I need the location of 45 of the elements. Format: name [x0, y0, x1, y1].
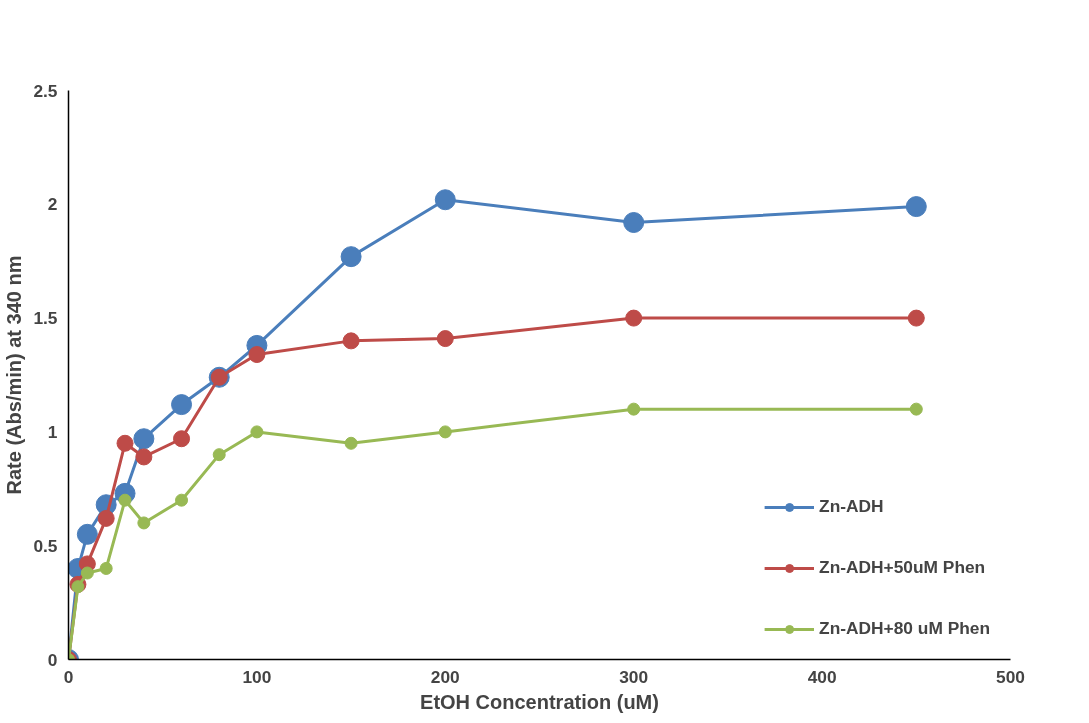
point [137, 516, 151, 530]
point [80, 566, 94, 580]
point [627, 402, 641, 416]
point [342, 332, 360, 350]
point [175, 493, 189, 507]
point [436, 330, 454, 348]
point [97, 509, 115, 527]
legend-label: Zn-ADH+50uM Phen [819, 557, 986, 578]
x-tick-label: 500 [996, 666, 1025, 687]
point [135, 448, 153, 466]
y-tick-label: 0.5 [33, 535, 58, 556]
point [907, 309, 925, 327]
point [76, 523, 98, 545]
x-tick-label: 200 [430, 666, 460, 687]
y-tick-label: 0 [47, 649, 58, 670]
legend-label: Zn-ADH [819, 496, 884, 517]
y-tick-label: 1 [47, 421, 58, 442]
x-axis-title: EtOH Concentration (uM) [420, 690, 659, 713]
point [344, 436, 358, 450]
point [173, 430, 191, 448]
point [250, 425, 264, 439]
x-tick-label: 300 [619, 666, 649, 687]
point [99, 561, 113, 575]
point [905, 196, 927, 218]
x-tick-label: 400 [807, 666, 837, 687]
point [212, 448, 226, 462]
point [623, 212, 645, 233]
point [909, 402, 923, 416]
y-tick-label: 2 [47, 194, 58, 215]
point [71, 580, 85, 594]
point [438, 425, 452, 439]
point [133, 428, 155, 450]
x-tick-label: 100 [242, 666, 272, 687]
point [625, 309, 643, 327]
point [171, 394, 193, 416]
point [116, 434, 134, 452]
legend-label: Zn-ADH+80 uM Phen [819, 618, 990, 639]
point [248, 346, 266, 363]
x-tick-label: 0 [63, 666, 74, 687]
point [118, 493, 132, 507]
point [434, 189, 456, 211]
y-tick-label: 2.5 [33, 80, 58, 101]
y-tick-label: 1.5 [33, 308, 58, 329]
y-axis-title: Rate (Abs/min) at 340 nm [3, 255, 26, 495]
point [340, 246, 362, 268]
